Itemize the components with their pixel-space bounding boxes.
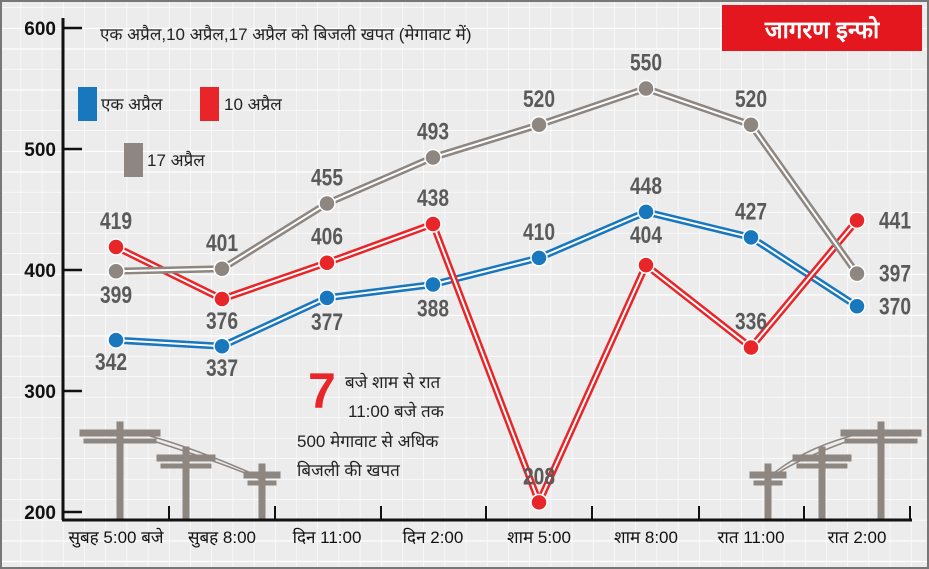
data-label: 427 bbox=[735, 197, 767, 225]
data-label: 376 bbox=[206, 307, 238, 335]
data-label: 208 bbox=[523, 462, 555, 490]
x-tick-label: सुबह 5:00 बजे bbox=[68, 527, 163, 548]
data-point bbox=[637, 79, 655, 98]
y-tick-label: 200 bbox=[24, 503, 56, 524]
legend-swatch-2 bbox=[124, 143, 143, 177]
series-0 bbox=[107, 203, 866, 355]
data-point bbox=[637, 203, 655, 221]
x-tick-label: दिन 11:00 bbox=[293, 527, 362, 547]
series-line-highlight bbox=[115, 210, 858, 348]
x-tick-label: दिन 2:00 bbox=[403, 527, 464, 547]
legend-swatch-0 bbox=[78, 87, 97, 121]
data-point bbox=[530, 249, 548, 267]
series-1 bbox=[107, 211, 866, 512]
data-point bbox=[742, 228, 760, 247]
data-label: 406 bbox=[311, 223, 343, 251]
data-point bbox=[424, 215, 442, 233]
data-point bbox=[213, 337, 231, 355]
data-point bbox=[107, 331, 125, 349]
x-tick-label: रात 11:00 bbox=[717, 528, 784, 547]
data-label: 399 bbox=[100, 281, 132, 309]
data-point bbox=[530, 493, 548, 512]
data-point bbox=[424, 148, 442, 167]
data-point bbox=[107, 238, 125, 256]
data-label: 401 bbox=[206, 229, 238, 257]
data-point bbox=[742, 116, 760, 134]
series-line-highlight bbox=[115, 219, 858, 505]
annotation-line-3: बिजली की खपत bbox=[297, 460, 400, 480]
x-tick-label: सुबह 8:00 bbox=[188, 528, 256, 548]
x-tick-label: रात 2:00 bbox=[828, 528, 887, 547]
data-label: 404 bbox=[630, 221, 662, 249]
annotation-number: 7 bbox=[308, 363, 336, 419]
data-point bbox=[637, 256, 655, 274]
data-label: 419 bbox=[100, 207, 132, 235]
legend-label-1: 10 अप्रैल bbox=[224, 94, 282, 114]
annotation-line-1: 11:00 बजे तक bbox=[348, 401, 445, 421]
data-point bbox=[107, 262, 125, 280]
series-line-highlight bbox=[115, 87, 858, 275]
data-point bbox=[318, 289, 336, 307]
annotation-line-2: 500 मेगावाट से अधिक bbox=[297, 431, 439, 451]
data-label: 397 bbox=[879, 260, 911, 288]
brand-badge: जागरण इन्फो bbox=[722, 5, 922, 51]
y-tick-label: 300 bbox=[24, 382, 56, 403]
brand-badge-label: जागरण इन्फो bbox=[764, 16, 880, 44]
legend: एक अप्रैल 10 अप्रैल 17 अप्रैल bbox=[78, 87, 282, 177]
data-point bbox=[742, 338, 760, 357]
data-label: 342 bbox=[95, 348, 127, 376]
chart-title: एक अप्रैल,10 अप्रैल,17 अप्रैल को बिजली ख… bbox=[100, 24, 471, 44]
data-point bbox=[530, 116, 548, 134]
data-label: 370 bbox=[879, 292, 911, 320]
data-label: 438 bbox=[417, 184, 449, 212]
data-label: 520 bbox=[735, 85, 767, 113]
data-point bbox=[213, 290, 231, 308]
annotation-line-0: बजे शाम से रात bbox=[345, 372, 440, 392]
y-tick-label: 400 bbox=[24, 261, 56, 282]
annotation: 7 बजे शाम से रात 11:00 बजे तक 500 मेगावा… bbox=[297, 363, 445, 480]
data-point bbox=[848, 211, 866, 230]
legend-label-0: एक अप्रैल bbox=[101, 94, 163, 114]
data-label: 336 bbox=[735, 307, 767, 335]
data-label: 410 bbox=[523, 218, 555, 246]
legend-label-2: 17 अप्रैल bbox=[147, 150, 205, 170]
data-point bbox=[213, 260, 231, 278]
series-2 bbox=[107, 79, 866, 283]
y-tick-label: 500 bbox=[24, 140, 56, 161]
legend-swatch-1 bbox=[200, 87, 219, 121]
data-label: 520 bbox=[523, 85, 555, 113]
data-label: 441 bbox=[879, 206, 911, 234]
data-point bbox=[848, 297, 866, 316]
y-tick-label: 600 bbox=[24, 19, 56, 40]
data-label: 448 bbox=[630, 172, 662, 200]
data-label: 388 bbox=[417, 294, 449, 322]
x-tick-label: शाम 5:00 bbox=[507, 528, 571, 547]
data-point bbox=[318, 194, 336, 213]
data-point bbox=[318, 253, 336, 272]
data-point bbox=[848, 264, 866, 283]
data-label: 337 bbox=[206, 354, 238, 382]
x-tick-label: शाम 8:00 bbox=[614, 528, 678, 547]
data-label: 455 bbox=[311, 163, 343, 191]
data-label: 550 bbox=[630, 48, 662, 76]
data-point bbox=[424, 275, 442, 294]
data-label: 493 bbox=[417, 117, 449, 145]
data-label: 377 bbox=[311, 308, 343, 336]
